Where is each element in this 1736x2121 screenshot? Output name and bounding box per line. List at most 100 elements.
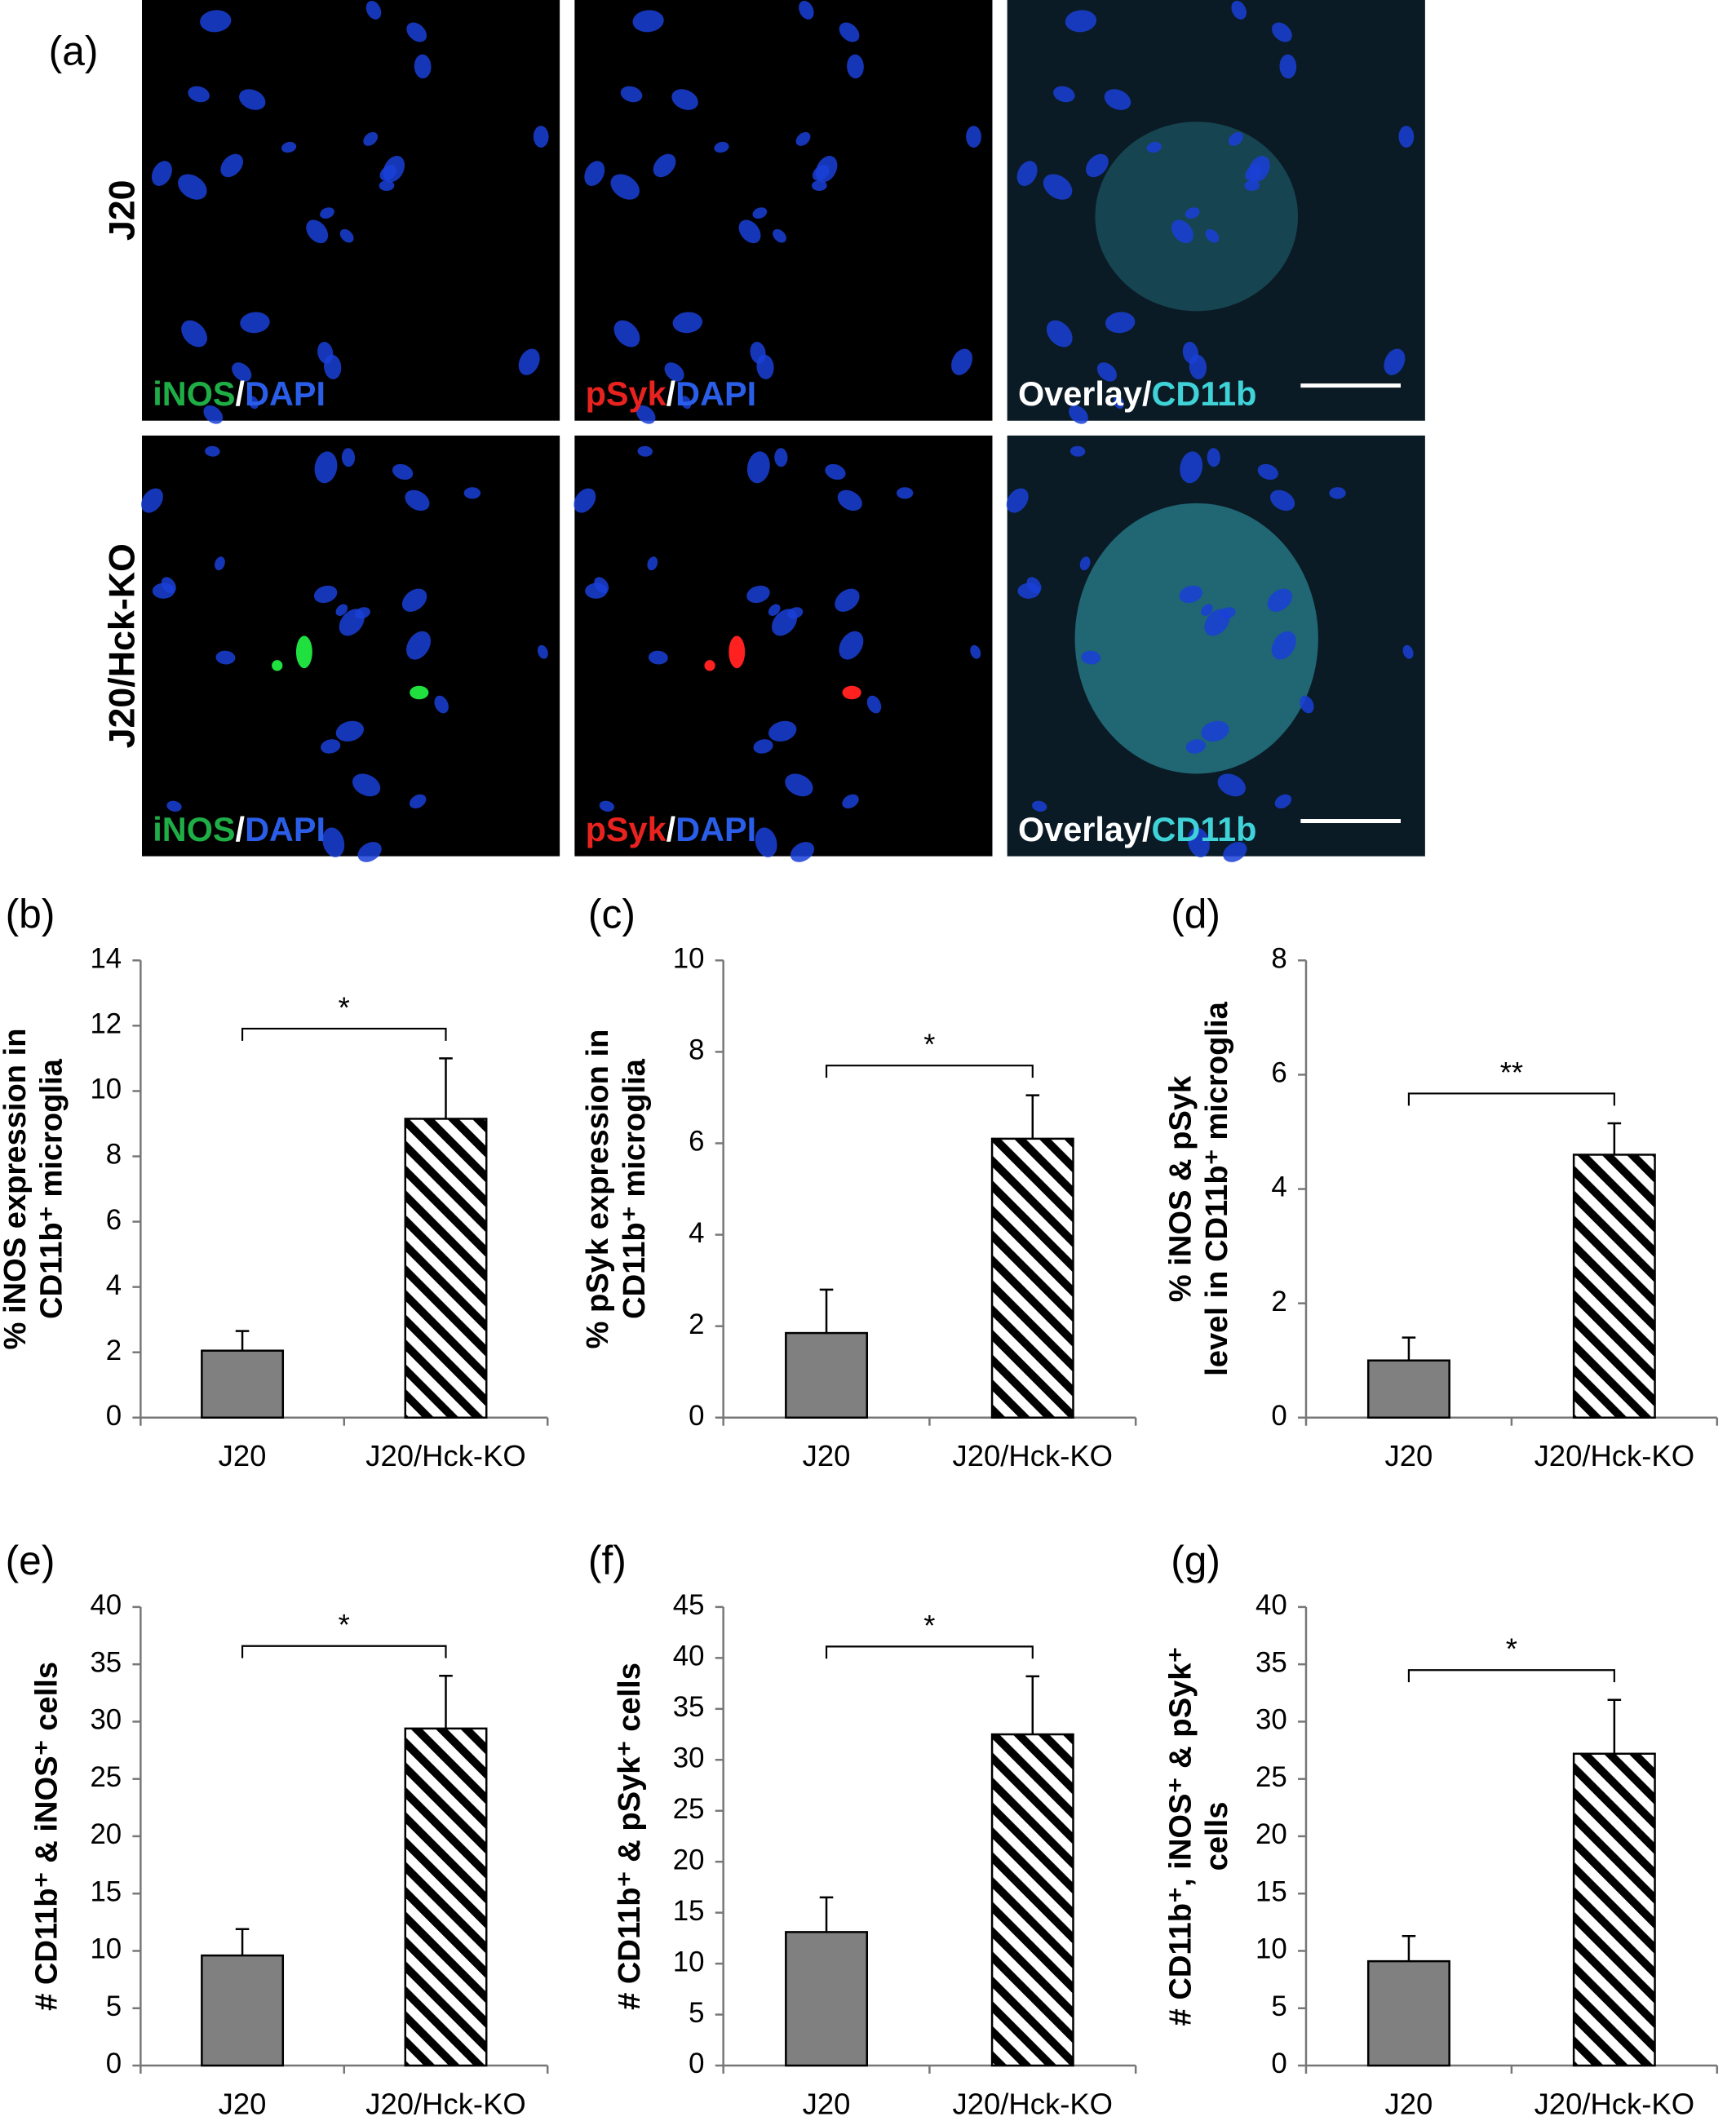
x-tick-label: J20 bbox=[219, 2087, 267, 2120]
nucleus bbox=[753, 739, 773, 754]
y-tick-label: 0 bbox=[1271, 1400, 1286, 1432]
nucleus bbox=[1180, 451, 1203, 484]
nucleus bbox=[1065, 10, 1097, 33]
nucleus bbox=[672, 312, 703, 334]
y-tick-label: 6 bbox=[689, 1126, 704, 1158]
panel-label: (e) bbox=[6, 1538, 55, 1583]
significance-label: ** bbox=[1500, 1056, 1523, 1089]
nucleus bbox=[1043, 174, 1073, 200]
nucleus bbox=[1384, 348, 1406, 375]
nucleus bbox=[339, 609, 365, 636]
nucleus bbox=[203, 405, 224, 424]
nucleus bbox=[636, 405, 656, 424]
nucleus bbox=[1104, 89, 1132, 110]
nucleus bbox=[1217, 773, 1246, 797]
nucleus bbox=[772, 609, 798, 636]
y-tick-label: 0 bbox=[106, 2048, 122, 2079]
nucleus bbox=[1016, 161, 1038, 186]
y-tick-label: 10 bbox=[673, 942, 705, 974]
nucleus bbox=[897, 487, 914, 499]
bar bbox=[404, 1118, 488, 1419]
stain-label: Overlay/CD11b bbox=[1018, 374, 1256, 413]
nucleus bbox=[812, 179, 827, 192]
nucleus bbox=[1185, 207, 1200, 219]
nucleus bbox=[785, 773, 813, 797]
nucleus bbox=[1086, 153, 1109, 178]
nucleus bbox=[306, 219, 329, 244]
nucleus bbox=[768, 720, 797, 742]
nucleus bbox=[463, 487, 481, 499]
nucleus bbox=[966, 126, 981, 148]
stain-label: iNOS/DAPI bbox=[153, 374, 326, 413]
bar bbox=[1366, 1359, 1450, 1419]
stain-label-part: DAPI bbox=[675, 810, 756, 848]
nucleus bbox=[1188, 827, 1210, 857]
nucleus bbox=[1272, 22, 1292, 42]
nucleus bbox=[1171, 219, 1194, 244]
y-tick-label: 35 bbox=[90, 1646, 122, 1678]
nucleus bbox=[239, 89, 266, 110]
stain-label-part: / bbox=[236, 810, 246, 848]
nucleus bbox=[1279, 54, 1297, 79]
nucleus bbox=[1271, 631, 1296, 660]
nucleus bbox=[409, 794, 427, 809]
y-tick-label: 4 bbox=[1271, 1171, 1286, 1203]
signal-spot bbox=[728, 635, 746, 669]
y-tick-label: 15 bbox=[673, 1895, 705, 1927]
stain-label-part: / bbox=[666, 810, 676, 848]
significance-bracket bbox=[1407, 1092, 1615, 1106]
micrograph bbox=[142, 435, 560, 857]
nucleus bbox=[215, 556, 225, 571]
y-tick-label: 4 bbox=[689, 1217, 704, 1249]
nucleus bbox=[406, 22, 427, 42]
panel-label: (g) bbox=[1171, 1538, 1220, 1583]
y-axis-label: cells bbox=[1199, 1802, 1234, 1871]
nucleus bbox=[755, 827, 777, 857]
nucleus bbox=[401, 588, 427, 612]
nucleus bbox=[795, 131, 811, 146]
y-tick-label: 30 bbox=[90, 1704, 122, 1736]
y-tick-label: 15 bbox=[90, 1875, 122, 1907]
nucleus bbox=[1070, 445, 1086, 457]
panel-label: (a) bbox=[49, 28, 99, 73]
nucleus bbox=[835, 588, 860, 612]
nucleus bbox=[321, 739, 341, 754]
nucleus bbox=[1398, 126, 1415, 148]
nucleus bbox=[620, 86, 643, 103]
nucleus bbox=[837, 489, 862, 511]
row-label: J20 bbox=[101, 179, 142, 241]
y-tick-label: 0 bbox=[1271, 2048, 1286, 2079]
nucleus bbox=[1201, 720, 1229, 742]
x-tick-label: J20/Hck-KO bbox=[1534, 1439, 1695, 1472]
nucleus bbox=[774, 448, 788, 467]
y-tick-label: 15 bbox=[1256, 1875, 1287, 1907]
nucleus bbox=[188, 86, 210, 103]
signal-spot bbox=[272, 660, 283, 671]
nucleus bbox=[637, 445, 653, 457]
y-tick-label: 6 bbox=[1271, 1057, 1286, 1089]
signal-spot bbox=[842, 685, 861, 700]
nucleus bbox=[248, 396, 259, 410]
micrograph bbox=[142, 0, 560, 421]
y-tick-label: 35 bbox=[1256, 1646, 1287, 1678]
nucleus bbox=[232, 362, 252, 382]
stain-label-part: DAPI bbox=[245, 810, 326, 848]
nucleus bbox=[664, 362, 684, 382]
bar bbox=[990, 1733, 1074, 2067]
stain-label: iNOS/DAPI bbox=[153, 810, 326, 848]
y-axis-label: % iNOS expression in bbox=[0, 1029, 33, 1350]
nucleus bbox=[839, 631, 864, 660]
nucleus bbox=[746, 585, 770, 604]
nucleus bbox=[599, 800, 615, 812]
nucleus bbox=[166, 800, 182, 812]
nucleus bbox=[178, 174, 207, 200]
nucleus bbox=[518, 348, 540, 375]
y-axis-label: CD11b⁺ microglia bbox=[34, 1058, 69, 1319]
nucleus bbox=[839, 22, 860, 42]
nucleus bbox=[281, 141, 297, 153]
y-tick-label: 40 bbox=[90, 1589, 122, 1621]
nucleus bbox=[842, 794, 859, 809]
y-tick-label: 5 bbox=[1271, 1990, 1286, 2022]
nucleus bbox=[434, 695, 449, 714]
nucleus bbox=[1096, 362, 1117, 382]
